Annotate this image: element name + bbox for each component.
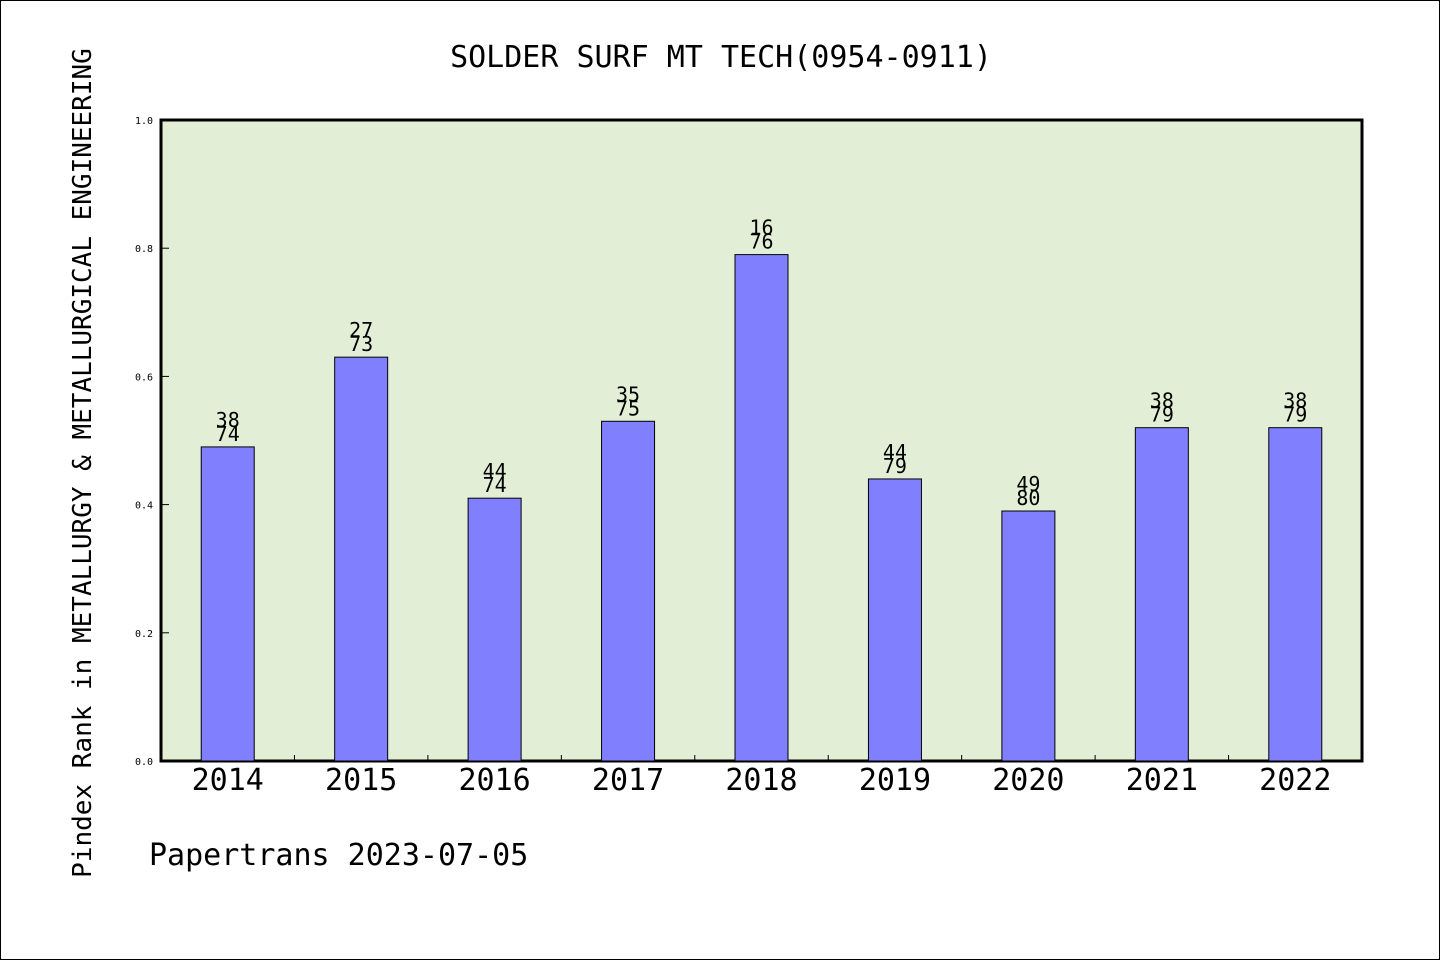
bar-label-bottom: 79 <box>883 454 907 478</box>
bar-label-bottom: 73 <box>349 332 373 356</box>
bar-2016 <box>467 497 522 762</box>
bar-label-top: 38 <box>216 408 240 432</box>
bar-label-bottom: 74 <box>216 422 240 446</box>
x-axis-tick-labels: 2014 2015 2016 2017 2018 2019 2020 2021 2022 <box>192 763 1332 798</box>
bar-2018 <box>734 254 789 762</box>
x-tick-label: 2021 <box>1126 763 1198 798</box>
bar-2014 <box>200 446 255 762</box>
y-tick-label: 0.8 <box>135 244 153 255</box>
bar-2019 <box>867 478 922 762</box>
bar-label-top: 27 <box>349 318 373 342</box>
bar-label-top: 38 <box>1150 389 1174 413</box>
bar-label-bottom: 79 <box>1150 403 1174 427</box>
bar-2015 <box>334 356 389 762</box>
y-tick-label: 0.2 <box>135 629 153 640</box>
y-axis-ticks: 0.0 0.2 0.4 0.6 0.8 1.0 <box>135 116 169 768</box>
bar-label-bottom: 80 <box>1016 486 1040 510</box>
chart-title: SOLDER SURF MT TECH(0954-0911) <box>450 40 992 75</box>
x-tick-label: 2018 <box>725 763 797 798</box>
bar-2022 <box>1268 427 1323 762</box>
x-tick-label: 2014 <box>192 763 264 798</box>
bar-label-top: 49 <box>1016 472 1040 496</box>
bar-label-bottom: 74 <box>483 473 507 497</box>
bar-label-top: 44 <box>483 459 507 483</box>
y-tick-label: 0.0 <box>135 757 153 768</box>
x-tick-label: 2020 <box>992 763 1064 798</box>
x-tick-label: 2015 <box>325 763 397 798</box>
x-tick-label: 2019 <box>859 763 931 798</box>
x-tick-label: 2017 <box>592 763 664 798</box>
bar-label-top: 16 <box>749 216 773 240</box>
y-tick-label: 0.6 <box>135 372 153 383</box>
bar-label-bottom: 79 <box>1283 403 1307 427</box>
bar-label-top: 35 <box>616 382 640 406</box>
bar-label-bottom: 75 <box>616 396 640 420</box>
y-axis-label: Pindex Rank in METALLURGY & METALLURGICA… <box>68 48 98 878</box>
y-tick-label: 1.0 <box>135 116 153 127</box>
bar-label-top: 44 <box>883 440 907 464</box>
bar-2021 <box>1134 427 1189 762</box>
x-tick-label: 2016 <box>458 763 530 798</box>
bar-2017 <box>601 420 656 762</box>
x-tick-label: 2022 <box>1259 763 1331 798</box>
bar-2020 <box>1001 510 1056 762</box>
bar-label-top: 38 <box>1283 389 1307 413</box>
x-axis-ticks <box>293 755 1230 761</box>
y-tick-label: 0.4 <box>135 501 153 512</box>
bars-group <box>200 254 1323 762</box>
bar-label-bottom: 76 <box>749 230 773 254</box>
footer-text: Papertrans 2023-07-05 <box>149 838 528 873</box>
